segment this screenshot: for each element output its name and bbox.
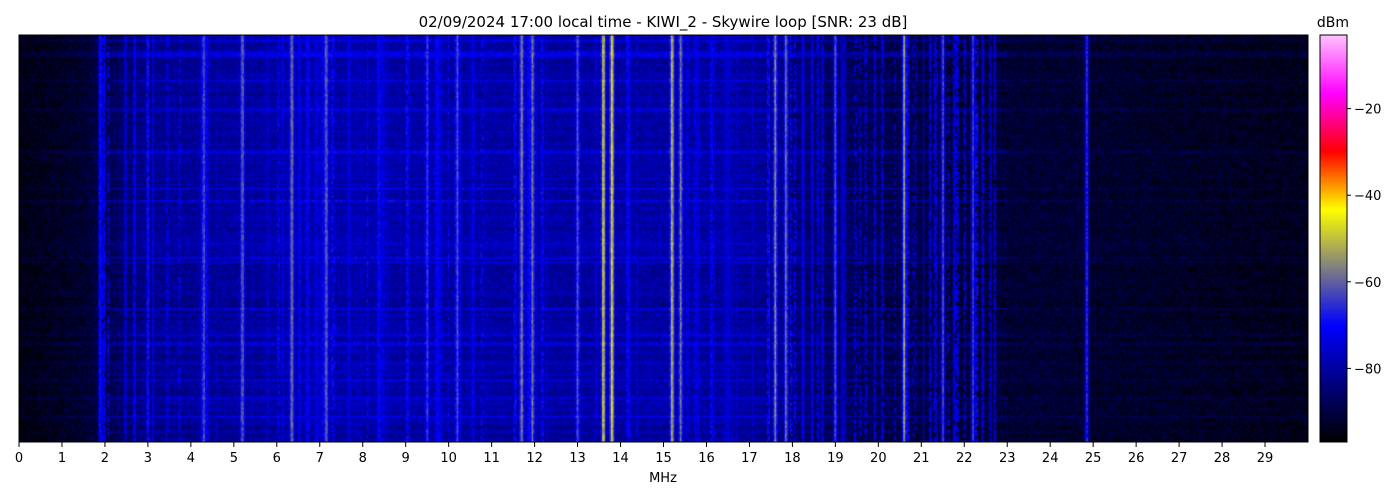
- colorbar-tick-label: −80: [1354, 362, 1381, 377]
- x-tick-label: 2: [101, 451, 109, 466]
- colorbar-tick-label: −60: [1354, 276, 1381, 291]
- x-axis: 0 1 2 3 4 5 6 7 8 9 10 11 12 13 14 15 16 17 18 19 20 21 22 23 24…: [15, 442, 1273, 466]
- x-tick-label: 24: [1042, 451, 1059, 466]
- x-axis-label: MHz: [649, 471, 677, 486]
- x-tick-label: 28: [1214, 451, 1231, 466]
- x-tick-label: 4: [187, 451, 195, 466]
- x-tick-label: 10: [440, 451, 457, 466]
- x-tick-label: 14: [612, 451, 629, 466]
- x-tick-label: 18: [784, 451, 801, 466]
- colorbar-frame: [1319, 34, 1348, 443]
- x-tick-label: 29: [1257, 451, 1274, 466]
- x-tick-label: 5: [230, 451, 238, 466]
- colorbar-axis: −20 −40 −60 −80: [1347, 103, 1381, 377]
- x-tick-label: 13: [569, 451, 586, 466]
- colorbar-tick-label: −20: [1354, 103, 1381, 118]
- x-tick-label: 7: [316, 451, 324, 466]
- x-tick-label: 23: [999, 451, 1016, 466]
- x-tick-label: 21: [913, 451, 930, 466]
- x-tick-label: 17: [741, 451, 758, 466]
- spectrogram-heatmap: [19, 35, 1308, 442]
- x-tick-label: 27: [1171, 451, 1188, 466]
- x-tick-label: 25: [1085, 451, 1102, 466]
- x-tick-label: 15: [655, 451, 672, 466]
- x-tick-label: 16: [698, 451, 715, 466]
- x-tick-label: 8: [359, 451, 367, 466]
- x-tick-label: 0: [15, 451, 23, 466]
- colorbar-tick-label: −40: [1354, 189, 1381, 204]
- x-tick-label: 1: [58, 451, 66, 466]
- x-tick-label: 3: [144, 451, 152, 466]
- x-tick-label: 20: [870, 451, 887, 466]
- x-tick-label: 26: [1128, 451, 1145, 466]
- x-tick-label: 9: [402, 451, 410, 466]
- chart-title: 02/09/2024 17:00 local time - KIWI_2 - S…: [419, 13, 908, 32]
- x-tick-label: 22: [956, 451, 973, 466]
- x-tick-label: 12: [526, 451, 543, 466]
- x-tick-label: 19: [827, 451, 844, 466]
- x-tick-label: 6: [273, 451, 281, 466]
- x-tick-label: 11: [483, 451, 500, 466]
- colorbar: [1320, 35, 1347, 442]
- colorbar-label: dBm: [1317, 15, 1349, 31]
